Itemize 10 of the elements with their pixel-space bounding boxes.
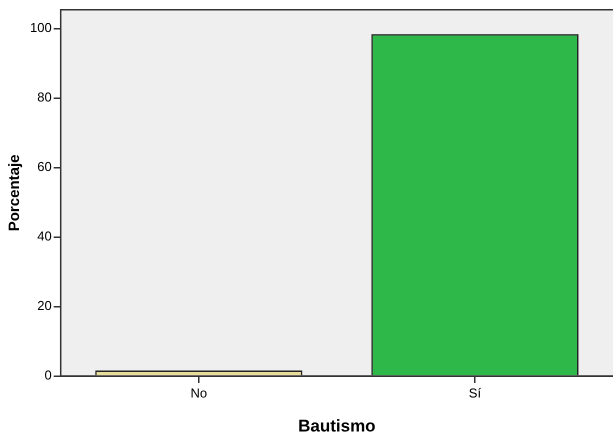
x-tick-label: Sí: [468, 385, 482, 400]
y-tick-label: 0: [44, 368, 52, 383]
y-tick-label: 60: [37, 159, 52, 174]
y-axis-title: Porcentaje: [6, 154, 24, 232]
x-axis-title: Bautismo: [298, 416, 376, 436]
y-tick-label: 80: [37, 90, 52, 105]
x-tick-label: No: [190, 385, 208, 400]
y-tick-label: 20: [37, 298, 52, 314]
y-tick-label: 40: [37, 228, 52, 244]
y-tick-label: 100: [30, 20, 52, 36]
